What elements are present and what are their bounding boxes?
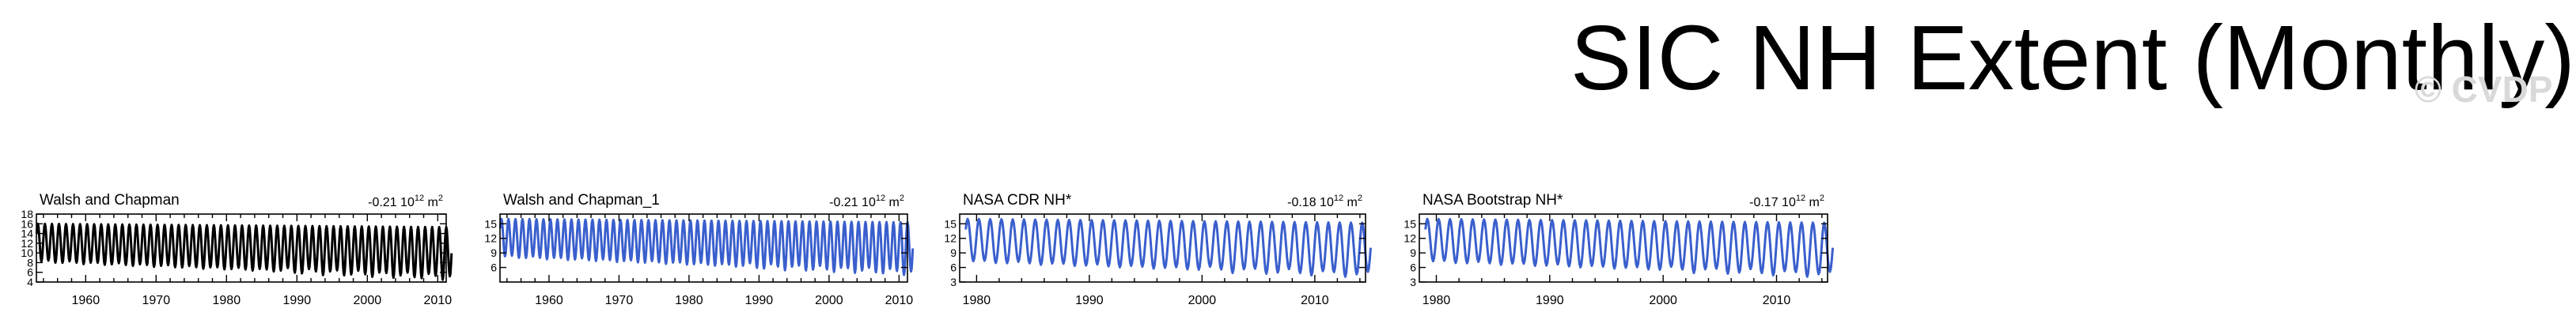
trend-label: -0.21 1012 m2 xyxy=(829,194,904,209)
plot-frame xyxy=(36,213,447,283)
x-tick-label: 1970 xyxy=(142,294,171,307)
trend-units-exponent: 2 xyxy=(1820,194,1824,203)
y-tick-label: 6 xyxy=(950,261,957,274)
y-tick-label: 12 xyxy=(484,232,497,245)
x-tick-label: 2010 xyxy=(424,294,453,307)
x-tick-label: 1960 xyxy=(535,294,563,307)
plot-frame xyxy=(1419,213,1828,283)
y-tick-label: 9 xyxy=(950,246,957,259)
x-tick-label: 2010 xyxy=(885,294,914,307)
x-tick-label: 1960 xyxy=(72,294,100,307)
series-line xyxy=(498,217,915,276)
watermark-text: © CVDP xyxy=(2415,69,2553,110)
trend-exponent: 12 xyxy=(876,194,885,203)
x-tick-label: 2010 xyxy=(1763,294,1791,307)
x-tick-label: 1980 xyxy=(1422,294,1451,307)
trend-label: -0.17 1012 m2 xyxy=(1749,194,1824,209)
x-tick-label: 1970 xyxy=(605,294,634,307)
trend-units: m xyxy=(1805,196,1820,209)
trend-units-exponent: 2 xyxy=(900,194,904,203)
y-tick-label: 6 xyxy=(1410,261,1416,274)
trend-value: -0.21 10 xyxy=(829,196,876,209)
series-line xyxy=(1424,217,1835,278)
trend-units: m xyxy=(1343,196,1358,209)
trend-units: m xyxy=(424,196,438,209)
chart-title: Walsh and Chapman_1 xyxy=(503,192,660,209)
chart-title: NASA Bootstrap NH* xyxy=(1422,192,1563,209)
trend-units-exponent: 2 xyxy=(1358,194,1362,203)
x-tick-label: 2000 xyxy=(1649,294,1677,307)
x-tick-label: 2000 xyxy=(1188,294,1217,307)
y-tick-label: 4 xyxy=(27,276,33,288)
trend-units: m xyxy=(885,196,900,209)
plot-frame xyxy=(959,213,1366,283)
trend-units-exponent: 2 xyxy=(438,194,443,203)
trend-label: -0.18 1012 m2 xyxy=(1287,194,1362,209)
y-tick-label: 10 xyxy=(21,246,33,259)
series-line xyxy=(964,217,1373,278)
x-tick-label: 1980 xyxy=(213,294,241,307)
y-tick-label: 6 xyxy=(27,266,33,279)
y-tick-label: 3 xyxy=(1410,276,1416,288)
y-tick-label: 14 xyxy=(21,228,33,240)
y-tick-label: 15 xyxy=(1404,217,1416,230)
x-tick-label: 2010 xyxy=(1301,294,1329,307)
trend-value: -0.21 10 xyxy=(368,196,415,209)
y-tick-label: 16 xyxy=(21,217,33,230)
page-title: SIC NH Extent (Monthly) xyxy=(1570,6,2575,109)
y-tick-label: 15 xyxy=(944,217,957,230)
chart-title: NASA CDR NH* xyxy=(963,192,1072,209)
y-tick-label: 12 xyxy=(21,237,33,250)
y-tick-label: 9 xyxy=(491,246,497,259)
plot-frame xyxy=(499,213,908,283)
x-tick-label: 1980 xyxy=(675,294,703,307)
y-tick-label: 6 xyxy=(491,261,497,274)
trend-exponent: 12 xyxy=(415,194,424,203)
x-tick-label: 2000 xyxy=(815,294,843,307)
trend-value: -0.18 10 xyxy=(1287,196,1334,209)
y-tick-label: 9 xyxy=(1410,246,1416,259)
x-tick-label: 2000 xyxy=(354,294,382,307)
y-tick-label: 15 xyxy=(484,217,497,230)
y-tick-label: 12 xyxy=(1404,232,1416,245)
chart-title: Walsh and Chapman xyxy=(40,192,180,209)
x-tick-label: 1990 xyxy=(1536,294,1564,307)
trend-value: -0.17 10 xyxy=(1749,196,1796,209)
x-tick-label: 1990 xyxy=(745,294,774,307)
x-tick-label: 1990 xyxy=(283,294,312,307)
y-tick-label: 8 xyxy=(27,256,33,269)
x-tick-label: 1990 xyxy=(1075,294,1104,307)
series-line xyxy=(35,222,453,281)
y-tick-label: 3 xyxy=(950,276,957,288)
x-tick-label: 1980 xyxy=(963,294,991,307)
trend-exponent: 12 xyxy=(1334,194,1343,203)
trend-label: -0.21 1012 m2 xyxy=(368,194,443,209)
y-tick-label: 12 xyxy=(944,232,957,245)
trend-exponent: 12 xyxy=(1796,194,1805,203)
y-tick-label: 18 xyxy=(21,208,33,220)
